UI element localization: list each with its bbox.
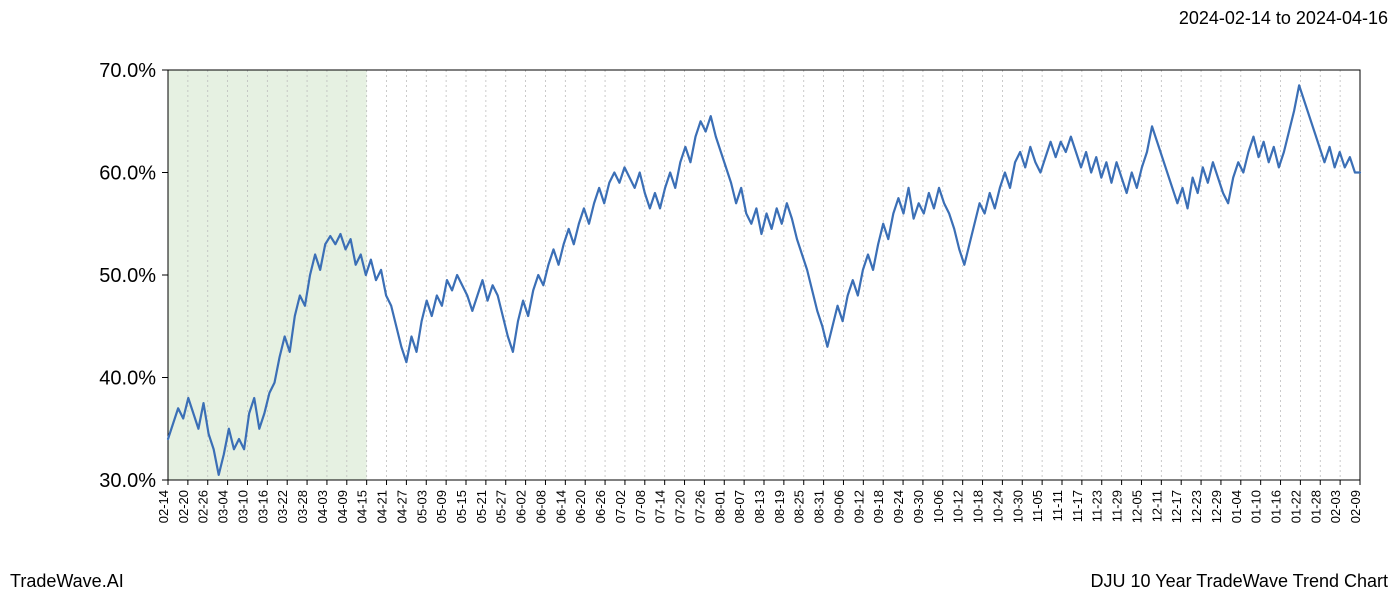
x-tick-label: 06-20 [573,490,588,523]
x-tick-label: 11-05 [1030,490,1045,522]
x-tick-label: 08-07 [732,490,747,523]
x-tick-label: 04-15 [355,490,370,523]
x-tick-label: 11-17 [1070,490,1085,522]
chart-title: DJU 10 Year TradeWave Trend Chart [1091,571,1388,592]
x-tick-label: 01-22 [1288,490,1303,523]
x-tick-label: 06-26 [593,490,608,523]
x-tick-label: 12-17 [1169,490,1184,523]
x-tick-label: 01-28 [1308,490,1323,523]
x-tick-label: 02-03 [1328,490,1343,523]
x-tick-label: 09-18 [871,490,886,523]
x-tick-label: 07-26 [692,490,707,523]
brand-label: TradeWave.AI [10,571,124,592]
x-tick-label: 11-23 [1090,490,1105,522]
x-tick-label: 01-04 [1229,490,1244,523]
x-tick-label: 08-25 [792,490,807,523]
x-tick-label: 10-06 [931,490,946,523]
x-tick-label: 04-09 [335,490,350,523]
x-tick-label: 08-31 [812,490,827,523]
x-tick-label: 01-16 [1269,490,1284,523]
x-tick-label: 08-19 [772,490,787,523]
x-tick-label: 05-15 [454,490,469,523]
y-tick-label: 60.0% [99,163,156,185]
x-tick-label: 06-14 [553,490,568,523]
x-tick-label: 02-26 [196,490,211,523]
x-tick-label: 04-21 [375,490,390,523]
x-tick-label: 09-12 [851,490,866,523]
x-tick-label: 09-06 [831,490,846,523]
x-tick-label: 11-11 [1050,490,1065,521]
x-tick-label: 08-01 [712,490,727,523]
x-tick-label: 07-08 [633,490,648,523]
x-tick-label: 05-21 [474,490,489,523]
x-tick-label: 07-02 [613,490,628,523]
x-tick-label: 10-24 [990,490,1005,523]
trend-chart: 30.0% 40.0% 50.0% 60.0% 70.0% 02-14 02-20 02-26… [0,40,1400,560]
x-tick-label: 03-04 [216,490,231,523]
x-tick-label: 03-22 [275,490,290,523]
y-tick-label: 70.0% [99,60,156,82]
x-tick-label: 06-08 [533,490,548,523]
x-tick-label: 11-29 [1110,490,1125,522]
x-tick-label: 07-14 [653,490,668,523]
x-tick-label: 07-20 [673,490,688,523]
x-tick-label: 12-29 [1209,490,1224,523]
x-tick-label: 12-23 [1189,490,1204,523]
y-tick-label: 50.0% [99,265,156,287]
x-tick-label: 10-12 [951,490,966,523]
y-tick-label: 30.0% [99,470,156,492]
x-tick-label: 12-05 [1129,490,1144,523]
x-tick-label: 05-27 [494,490,509,523]
y-tick-label: 40.0% [99,368,156,390]
x-tick-label: 02-09 [1348,490,1363,523]
x-tick-label: 04-03 [315,490,330,523]
x-tick-label: 03-16 [255,490,270,523]
x-tick-label: 05-03 [414,490,429,523]
x-tick-label: 03-28 [295,490,310,523]
chart-container: 30.0% 40.0% 50.0% 60.0% 70.0% 02-14 02-20 02-26… [0,40,1400,560]
x-tick-label: 09-24 [891,490,906,523]
x-tick-label: 12-11 [1149,490,1164,522]
x-tick-label: 09-30 [911,490,926,523]
x-tick-label: 02-20 [176,490,191,523]
x-tick-label: 08-13 [752,490,767,523]
x-tick-label: 03-10 [235,490,250,523]
date-range-label: 2024-02-14 to 2024-04-16 [1179,8,1388,29]
x-tick-label: 10-18 [971,490,986,523]
x-tick-label: 01-10 [1249,490,1264,523]
x-tick-label: 02-14 [156,490,171,523]
x-tick-label: 10-30 [1010,490,1025,523]
x-tick-label: 06-02 [514,490,529,523]
x-tick-label: 05-09 [434,490,449,523]
x-tick-label: 04-27 [394,490,409,523]
